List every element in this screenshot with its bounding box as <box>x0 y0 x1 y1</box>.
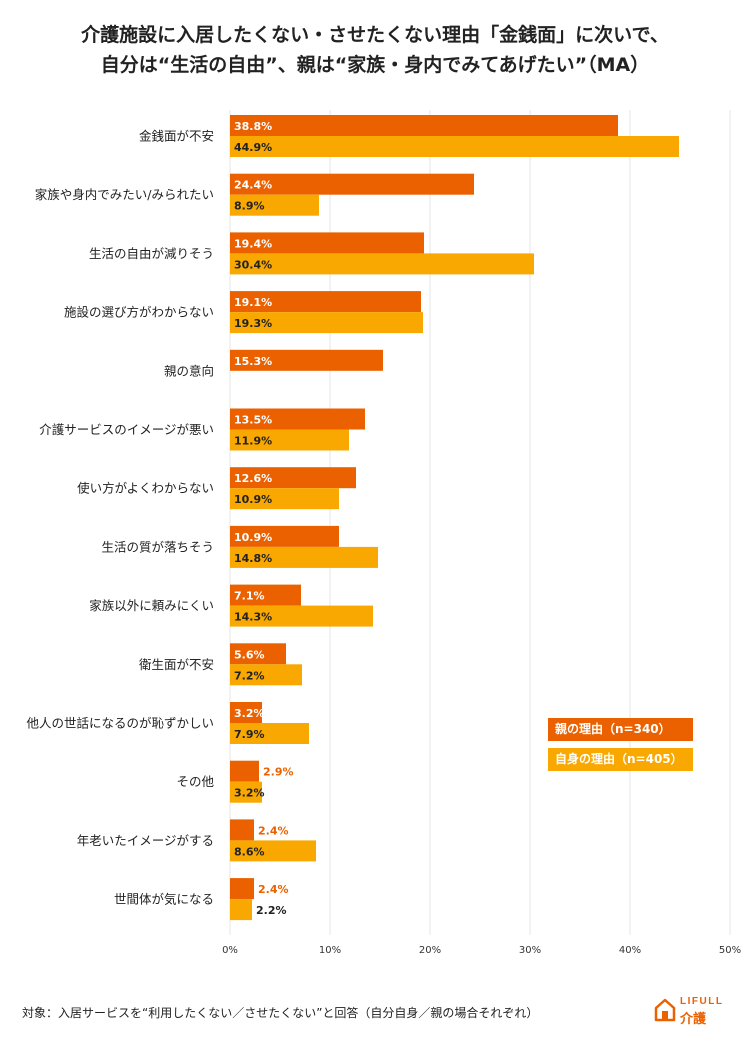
bar-self <box>230 488 339 510</box>
bar-parent <box>230 525 339 547</box>
x-tick-label: 40% <box>619 945 641 956</box>
data-label-self: 8.9% <box>234 200 265 213</box>
category-label: 使い方がよくわからない <box>77 481 214 496</box>
data-label-parent: 3.2% <box>234 707 265 720</box>
data-label-parent: 10.9% <box>234 531 272 544</box>
data-label-parent: 2.4% <box>258 824 289 837</box>
data-label-self: 10.9% <box>234 493 272 506</box>
chart-title: 介護施設に入居したくない・させたくない理由「金銭面」に次いで、 自分は“生活の自… <box>0 20 750 80</box>
bar-self <box>230 429 349 451</box>
data-label-parent: 24.4% <box>234 179 272 192</box>
category-label: 生活の自由が減りそう <box>89 246 214 261</box>
data-label-self: 30.4% <box>234 258 272 271</box>
data-label-self: 19.3% <box>234 317 272 330</box>
bar-parent <box>230 467 356 489</box>
data-label-parent: 15.3% <box>234 355 272 368</box>
data-label-parent: 7.1% <box>234 590 265 603</box>
category-label: 生活の質が落ちそう <box>101 539 214 554</box>
data-label-self: 8.6% <box>234 845 265 858</box>
bar-self <box>230 723 309 744</box>
bar-parent <box>230 173 474 195</box>
data-label-parent: 2.4% <box>258 883 289 896</box>
data-label-self: 3.2% <box>234 787 265 800</box>
data-label-parent: 2.9% <box>263 766 294 779</box>
data-label-self: 14.8% <box>234 552 272 565</box>
category-label: 衛生面が不安 <box>139 657 214 672</box>
data-label-self: 14.3% <box>234 611 272 624</box>
logo-text-kaigo: 介護 <box>680 1012 707 1027</box>
data-label-parent: 5.6% <box>234 648 265 661</box>
category-label: その他 <box>176 774 214 789</box>
category-label: 年老いたイメージがする <box>77 833 214 848</box>
house-icon <box>654 998 676 1022</box>
lifull-logo: LIFULL 介護 <box>654 996 734 1027</box>
category-label: 施設の選び方がわからない <box>64 305 214 320</box>
bar-parent <box>230 408 365 430</box>
data-label-parent: 12.6% <box>234 472 272 485</box>
bar-parent <box>230 115 618 136</box>
x-tick-label: 10% <box>319 945 341 956</box>
x-tick-label: 0% <box>222 945 238 956</box>
data-label-self: 2.2% <box>256 904 287 917</box>
bar-parent <box>230 819 254 841</box>
bar-parent <box>230 702 262 723</box>
chart-title-line2: 自分は“生活の自由”、親は“家族・身内でみてあげたい”（MA） <box>100 54 650 76</box>
bar-self <box>230 253 534 275</box>
bar-self <box>230 546 378 568</box>
x-tick-label: 20% <box>419 945 441 956</box>
bar-self <box>230 194 319 216</box>
category-label: 他人の世話になるのが恥ずかしい <box>26 716 214 731</box>
category-label: 介護サービスのイメージが悪い <box>39 422 214 437</box>
chart-title-line1: 介護施設に入居したくない・させたくない理由「金銭面」に次いで、 <box>81 24 669 46</box>
data-label-self: 7.2% <box>234 669 265 682</box>
bar-self <box>230 136 679 157</box>
footnote: 対象：入居サービスを“利用したくない／させたくない”と回答（自分自身／親の場合そ… <box>22 1006 539 1020</box>
bar-parent <box>230 878 254 900</box>
bar-chart: 0% 10% 20% 30% 40% 50% 金銭面が不安 38.8% 44.9% 家族や身内でみ… <box>26 110 741 956</box>
category-label: 世間体が気になる <box>114 892 214 907</box>
bar-parent <box>230 584 301 606</box>
data-label-parent: 38.8% <box>234 120 272 133</box>
category-label: 家族や身内でみたい/みられたい <box>35 187 214 202</box>
bar-self <box>230 664 302 686</box>
data-label-parent: 19.1% <box>234 296 272 309</box>
data-label-self: 11.9% <box>234 435 272 448</box>
data-label-self: 7.9% <box>234 728 265 741</box>
bar-parent <box>230 643 286 665</box>
legend-item-parent: 親の理由（n=340） <box>548 718 693 741</box>
data-label-parent: 13.5% <box>234 414 272 427</box>
bar-self <box>230 899 252 921</box>
bar-self <box>230 312 423 334</box>
category-label: 親の意向 <box>164 363 214 378</box>
legend-item-self: 自身の理由（n=405） <box>548 748 693 771</box>
bar-self <box>230 840 316 862</box>
data-label-parent: 19.4% <box>234 237 272 250</box>
data-label-self: 44.9% <box>234 141 272 154</box>
bar-self <box>230 781 262 803</box>
logo-text-lifull: LIFULL <box>680 996 724 1007</box>
bar-parent <box>230 760 259 782</box>
category-label: 金銭面が不安 <box>139 129 214 144</box>
bar-self <box>230 605 373 627</box>
bar-parent <box>230 349 383 371</box>
category-label: 家族以外に頼みにくい <box>89 598 214 613</box>
bar-parent <box>230 291 421 313</box>
x-tick-label: 30% <box>519 945 541 956</box>
bar-parent <box>230 232 424 254</box>
x-tick-label: 50% <box>719 945 741 956</box>
